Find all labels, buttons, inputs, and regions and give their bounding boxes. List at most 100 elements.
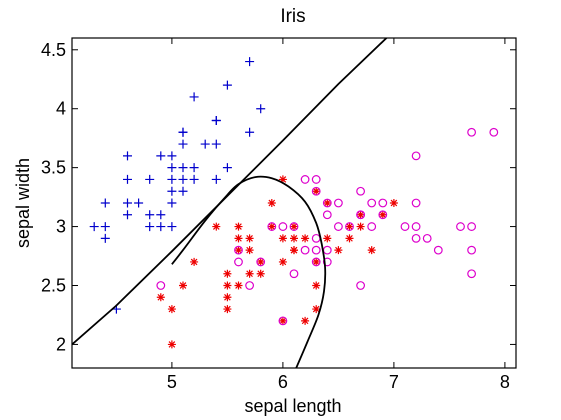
star-point (278, 175, 287, 184)
circle-point (467, 222, 477, 231)
plus-point (256, 104, 266, 114)
star-point (345, 234, 354, 243)
circle-point (289, 222, 299, 231)
x-tick-label: 6 (278, 372, 288, 392)
plus-point (167, 163, 177, 173)
star-point (301, 316, 310, 325)
circle-point (334, 198, 343, 208)
star-point (156, 293, 165, 302)
data-marks (89, 57, 499, 349)
circle-point (267, 222, 277, 231)
y-axis-title: sepal width (13, 158, 33, 248)
chart-title: Iris (280, 6, 305, 27)
plus-point (156, 210, 166, 220)
circle-point (356, 281, 366, 290)
star-point (267, 199, 276, 207)
plus-point (178, 174, 188, 184)
circle-point (234, 245, 243, 255)
plus-point (145, 222, 155, 232)
circle-point (234, 257, 243, 267)
y-tick-label: 2 (56, 334, 66, 354)
star-point (267, 222, 276, 231)
star-point (234, 234, 243, 243)
circle-point (433, 245, 443, 255)
plus-point (222, 80, 232, 90)
circle-point (378, 198, 388, 208)
star-point (190, 257, 199, 266)
star-point (223, 293, 232, 302)
plus-point (156, 222, 166, 232)
plus-point (123, 198, 132, 208)
circle-point (400, 222, 410, 231)
star-point (234, 222, 243, 231)
star-point (356, 222, 365, 231)
star-point (312, 187, 321, 196)
circle-point (311, 257, 321, 267)
y-tick-label: 3 (56, 217, 66, 237)
circle-point (322, 245, 332, 255)
circle-point (289, 269, 299, 279)
star-point (323, 234, 332, 243)
series-circle (156, 127, 499, 326)
circle-point (311, 233, 321, 243)
plus-point (89, 222, 99, 232)
plus-point (100, 198, 110, 208)
plus-point (134, 198, 144, 208)
circle-point (245, 281, 255, 290)
circle-point (311, 245, 321, 255)
plus-point (200, 139, 210, 149)
star-point (245, 246, 254, 255)
circle-point (356, 186, 366, 196)
circle-point (367, 222, 377, 231)
axes-box (71, 37, 517, 369)
plus-point (167, 151, 177, 161)
circle-point (345, 222, 354, 231)
y-tick-label: 3.5 (41, 158, 66, 178)
star-point (256, 257, 265, 266)
plus-point (178, 127, 188, 137)
plus-point (189, 92, 199, 102)
circle-point (356, 210, 366, 220)
star-point (167, 340, 176, 349)
plus-point (189, 174, 199, 184)
circle-point (378, 210, 388, 220)
plus-point (123, 210, 132, 220)
star-point (323, 199, 332, 207)
star-point (367, 246, 376, 255)
star-point (223, 305, 232, 314)
x-tick-label: 8 (500, 372, 510, 392)
star-point (389, 199, 398, 207)
y-tick-label: 4.5 (41, 40, 66, 60)
circle-point (322, 257, 332, 267)
plus-point (178, 163, 188, 173)
star-point (378, 210, 387, 219)
plus-point (145, 174, 155, 184)
plus-point (211, 116, 221, 125)
plus-point (123, 174, 132, 184)
plus-point (211, 139, 221, 149)
star-point (290, 222, 298, 231)
star-point (167, 305, 176, 314)
star-point (278, 234, 287, 243)
y-tick-label: 2.5 (41, 276, 66, 296)
circle-point (467, 245, 477, 255)
circle-point (311, 186, 321, 196)
series-star (156, 175, 398, 349)
plus-point (100, 222, 110, 232)
plus-point (167, 222, 177, 232)
circle-point (411, 222, 421, 231)
circle-point (422, 233, 432, 243)
plus-point (100, 233, 110, 243)
plus-point (245, 127, 255, 137)
star-point (223, 281, 232, 290)
star-point (334, 246, 343, 255)
star-point (245, 269, 254, 278)
plus-point (189, 163, 199, 173)
circle-point (256, 257, 266, 267)
circle-point (156, 281, 166, 290)
series-plus (89, 57, 266, 314)
circle-point (367, 198, 377, 208)
plus-point (156, 151, 166, 161)
circle-point (489, 127, 499, 137)
decision-boundaries (72, 38, 388, 368)
